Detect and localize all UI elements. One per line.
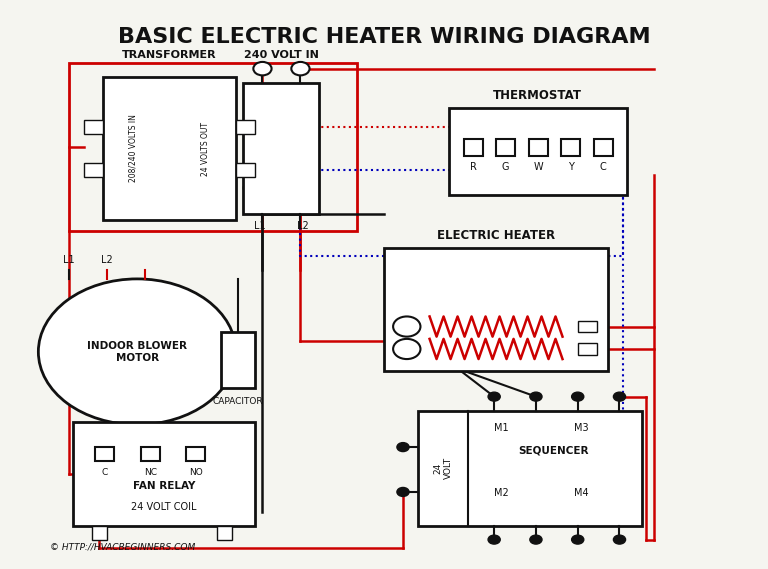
Circle shape <box>614 392 626 401</box>
Text: CAPACITOR: CAPACITOR <box>213 397 263 406</box>
Circle shape <box>488 392 500 401</box>
Bar <box>449 108 627 195</box>
Circle shape <box>393 316 420 337</box>
Bar <box>217 526 232 539</box>
Circle shape <box>571 392 584 401</box>
Text: INDOOR BLOWER
MOTOR: INDOOR BLOWER MOTOR <box>87 341 187 362</box>
Circle shape <box>530 392 542 401</box>
Circle shape <box>38 279 236 424</box>
Bar <box>561 139 580 156</box>
Bar <box>419 411 642 526</box>
Bar <box>84 121 103 134</box>
Text: W: W <box>533 162 543 172</box>
Text: 24 VOLTS OUT: 24 VOLTS OUT <box>201 122 210 176</box>
Text: TRANSFORMER: TRANSFORMER <box>122 50 217 60</box>
Circle shape <box>397 443 409 452</box>
Bar <box>496 139 515 156</box>
Text: NC: NC <box>144 468 157 477</box>
Text: 240 VOLT IN: 240 VOLT IN <box>244 50 319 60</box>
Bar <box>187 447 206 461</box>
Bar <box>243 83 319 215</box>
Bar <box>594 139 613 156</box>
Text: ELECTRIC HEATER: ELECTRIC HEATER <box>437 229 555 242</box>
Bar <box>103 77 236 220</box>
Text: 24
VOLT: 24 VOLT <box>434 457 453 479</box>
Bar <box>578 343 597 354</box>
Bar <box>384 248 608 372</box>
Text: L2: L2 <box>297 221 309 231</box>
Text: M2: M2 <box>495 488 509 498</box>
Text: L2: L2 <box>101 255 113 265</box>
Text: © HTTP://HVACBEGINNERS.COM: © HTTP://HVACBEGINNERS.COM <box>50 542 195 551</box>
Text: FAN RELAY: FAN RELAY <box>133 481 195 491</box>
Circle shape <box>614 535 626 544</box>
Circle shape <box>571 535 584 544</box>
Bar <box>236 163 255 177</box>
Text: NO: NO <box>189 468 203 477</box>
Bar <box>95 447 114 461</box>
Bar <box>578 321 597 332</box>
Bar <box>528 139 548 156</box>
Text: THERMOSTAT: THERMOSTAT <box>493 89 582 102</box>
Circle shape <box>393 339 420 359</box>
Text: C: C <box>101 468 108 477</box>
Circle shape <box>530 535 542 544</box>
Text: BASIC ELECTRIC HEATER WIRING DIAGRAM: BASIC ELECTRIC HEATER WIRING DIAGRAM <box>118 27 650 47</box>
Text: C: C <box>600 162 607 172</box>
Bar <box>236 121 255 134</box>
Text: M1: M1 <box>495 423 509 433</box>
Text: SEQUENCER: SEQUENCER <box>518 446 588 456</box>
Circle shape <box>397 488 409 496</box>
Bar <box>91 526 107 539</box>
Circle shape <box>488 535 500 544</box>
Bar <box>72 422 255 526</box>
Text: R: R <box>470 162 477 172</box>
Text: C: C <box>242 184 248 194</box>
Text: M4: M4 <box>574 488 589 498</box>
Circle shape <box>253 62 272 75</box>
Text: M3: M3 <box>574 423 589 433</box>
Text: L1: L1 <box>63 255 74 265</box>
Bar <box>69 63 357 231</box>
Circle shape <box>291 62 310 75</box>
Text: G: G <box>502 162 509 172</box>
Text: 24 VOLT COIL: 24 VOLT COIL <box>131 502 197 512</box>
Text: L1: L1 <box>254 221 266 231</box>
Bar <box>141 447 160 461</box>
Text: 208/240 VOLTS IN: 208/240 VOLTS IN <box>129 114 137 183</box>
Bar <box>220 332 255 388</box>
Bar <box>464 139 483 156</box>
Text: Y: Y <box>568 162 574 172</box>
Bar <box>84 163 103 177</box>
